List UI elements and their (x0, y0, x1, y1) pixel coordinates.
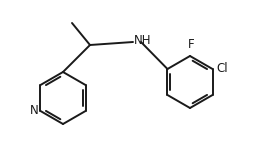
Text: N: N (30, 105, 39, 117)
Text: F: F (188, 38, 194, 51)
Text: NH: NH (134, 33, 151, 46)
Text: Cl: Cl (216, 61, 228, 75)
